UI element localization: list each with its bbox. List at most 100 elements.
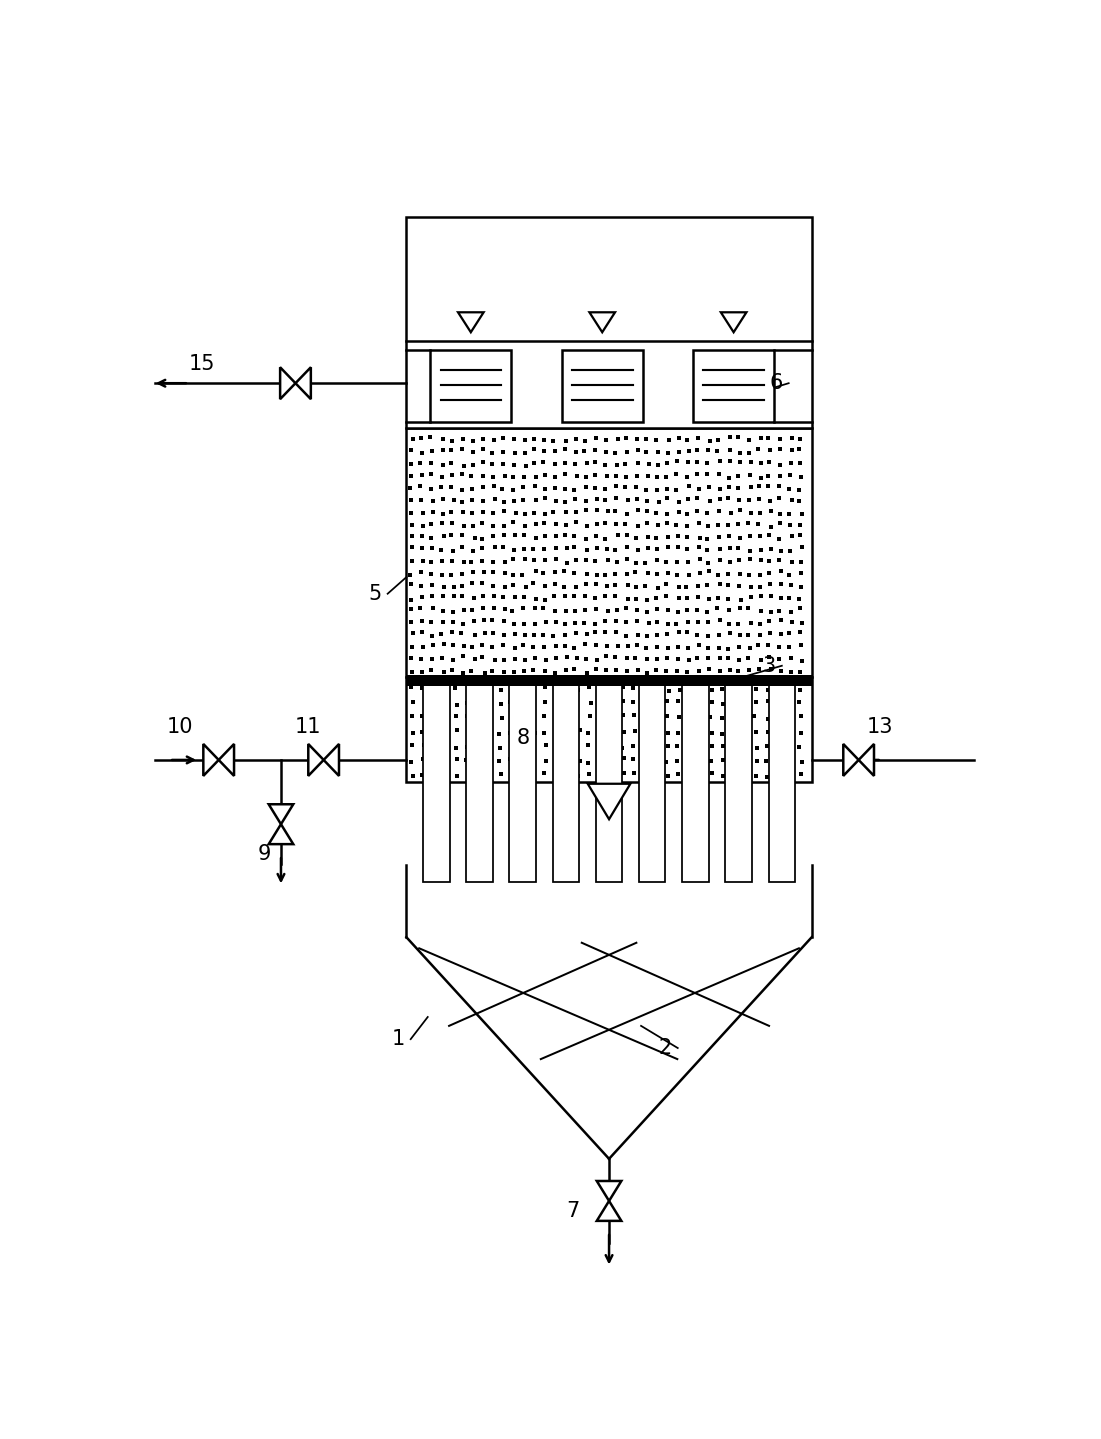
- Point: [698, 501, 716, 524]
- Point: [579, 721, 597, 744]
- Point: [624, 691, 642, 714]
- Point: [791, 735, 808, 758]
- Point: [516, 576, 534, 599]
- Bar: [406, 427, 811, 676]
- Point: [639, 525, 656, 548]
- Point: [668, 450, 686, 473]
- Point: [771, 748, 788, 771]
- Point: [455, 551, 472, 574]
- Point: [791, 524, 808, 547]
- Point: [760, 524, 777, 547]
- Point: [640, 612, 657, 635]
- Point: [617, 512, 634, 535]
- Point: [607, 610, 624, 633]
- Point: [546, 560, 564, 583]
- Polygon shape: [589, 312, 615, 332]
- Point: [722, 501, 740, 524]
- Point: [571, 750, 589, 773]
- Point: [546, 466, 564, 489]
- Point: [515, 689, 533, 712]
- Point: [760, 689, 777, 712]
- Point: [423, 584, 440, 607]
- Point: [577, 573, 595, 596]
- Point: [647, 586, 665, 609]
- Point: [515, 465, 533, 488]
- Point: [402, 597, 419, 620]
- Point: [667, 612, 685, 635]
- Point: [752, 540, 770, 563]
- Polygon shape: [597, 1202, 621, 1220]
- Point: [504, 465, 522, 488]
- Point: [425, 691, 443, 714]
- Point: [624, 748, 642, 771]
- Point: [688, 450, 706, 473]
- Point: [565, 658, 582, 681]
- Point: [646, 763, 664, 786]
- Point: [448, 766, 466, 789]
- Bar: [639, 676, 665, 882]
- Point: [742, 612, 760, 635]
- Point: [586, 463, 603, 486]
- Point: [750, 633, 767, 656]
- Polygon shape: [843, 744, 859, 776]
- Point: [588, 512, 606, 535]
- Point: [567, 548, 585, 571]
- Point: [424, 501, 442, 524]
- Point: [598, 645, 615, 668]
- Point: [709, 586, 727, 609]
- Point: [607, 442, 624, 465]
- Point: [619, 502, 636, 525]
- Point: [455, 645, 472, 668]
- Point: [413, 676, 430, 699]
- Polygon shape: [269, 825, 293, 845]
- Point: [630, 538, 647, 561]
- Point: [494, 499, 512, 522]
- Point: [700, 489, 718, 512]
- Point: [691, 734, 709, 757]
- Point: [682, 691, 699, 714]
- Point: [719, 574, 737, 597]
- Point: [578, 498, 596, 521]
- Point: [436, 707, 454, 730]
- Point: [598, 440, 615, 463]
- Point: [614, 689, 632, 712]
- Point: [413, 610, 430, 633]
- Point: [482, 737, 500, 760]
- Point: [710, 525, 728, 548]
- Point: [678, 620, 696, 643]
- Polygon shape: [219, 744, 235, 776]
- Point: [526, 721, 544, 744]
- Point: [454, 661, 471, 684]
- Point: [748, 678, 765, 701]
- Point: [624, 734, 642, 757]
- Point: [504, 548, 522, 571]
- Point: [437, 721, 455, 744]
- Point: [720, 648, 738, 671]
- Point: [639, 537, 656, 560]
- Point: [688, 499, 706, 522]
- Point: [727, 705, 744, 728]
- Point: [435, 633, 453, 656]
- Point: [760, 678, 777, 701]
- Point: [679, 488, 697, 511]
- Point: [637, 427, 655, 450]
- Point: [711, 538, 729, 561]
- Point: [495, 610, 513, 633]
- Point: [730, 659, 748, 682]
- Point: [637, 499, 655, 522]
- Point: [535, 537, 553, 560]
- Point: [742, 450, 760, 473]
- Point: [635, 720, 653, 743]
- Point: [473, 511, 491, 534]
- Point: [690, 635, 708, 658]
- Point: [403, 705, 421, 728]
- Point: [730, 548, 748, 571]
- Text: 5: 5: [368, 584, 381, 604]
- Point: [576, 584, 593, 607]
- Point: [740, 440, 757, 463]
- Text: 11: 11: [295, 717, 321, 737]
- Point: [699, 551, 717, 574]
- Point: [402, 646, 419, 669]
- Point: [711, 548, 729, 571]
- Point: [668, 564, 686, 587]
